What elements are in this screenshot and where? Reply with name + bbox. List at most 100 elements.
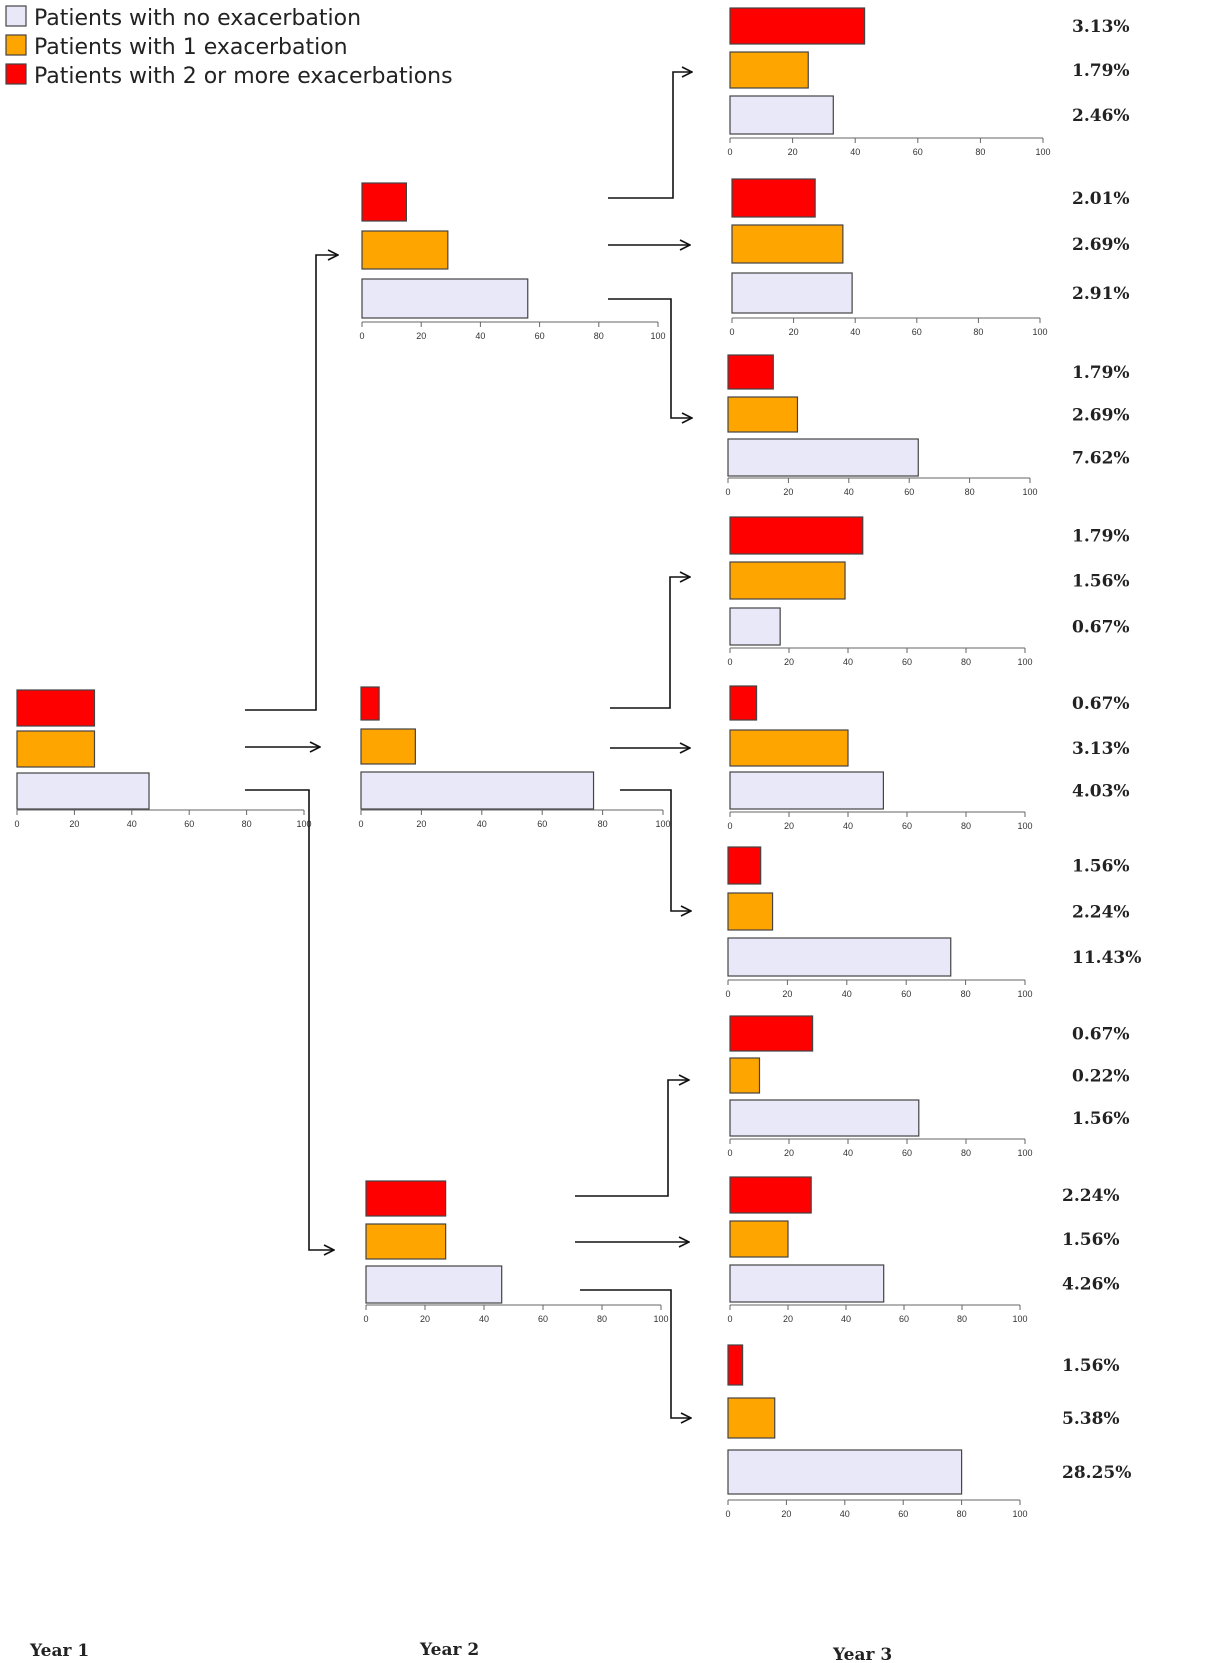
percent-label-one: 2.69% — [1072, 235, 1130, 255]
x-tick-label: 20 — [420, 1314, 430, 1324]
x-tick-label: 0 — [725, 1509, 730, 1519]
percent-label-none: 28.25% — [1062, 1463, 1131, 1483]
x-tick-label: 20 — [784, 657, 794, 667]
year3-panel-8: 2.24% 1.56% 4.26% 0 20 40 60 80 100 — [727, 1176, 1120, 1324]
percent-label-two: 1.56% — [1072, 857, 1130, 877]
x-tick-label: 60 — [538, 1314, 548, 1324]
x-tick-label: 80 — [961, 1148, 971, 1158]
x-tick-label: 20 — [416, 819, 426, 829]
x-tick-label: 60 — [537, 819, 547, 829]
percent-label-one: 2.24% — [1072, 903, 1130, 923]
x-tick-label: 100 — [1022, 487, 1037, 497]
bar-two — [729, 516, 864, 555]
x-tick-label: 40 — [844, 487, 854, 497]
bar-none — [729, 1264, 885, 1303]
bar-none — [731, 272, 853, 314]
year1-panel: 0 20 40 60 80 100 — [14, 689, 312, 829]
year3-panel-6: 1.56% 2.24% 11.43% 0 20 40 60 80 100 — [725, 846, 1141, 999]
x-tick-label: 40 — [842, 989, 852, 999]
legend-swatch-one — [5, 34, 27, 56]
bar-none — [727, 937, 952, 977]
bar-one — [729, 561, 846, 600]
x-tick-label: 20 — [416, 331, 426, 341]
bar-none — [727, 1449, 963, 1495]
x-tick-label: 100 — [653, 1314, 668, 1324]
x-tick-label: 60 — [898, 1509, 908, 1519]
x-tick-label: 40 — [479, 1314, 489, 1324]
x-tick-label: 80 — [965, 487, 975, 497]
bar-none — [360, 771, 595, 810]
x-tick-label: 80 — [973, 327, 983, 337]
x-tick-label: 80 — [598, 819, 608, 829]
x-tick-label: 60 — [535, 331, 545, 341]
x-tick-label: 100 — [1032, 327, 1047, 337]
bar-none — [729, 95, 834, 135]
x-tick-label: 40 — [843, 821, 853, 831]
year3-panel-5: 0.67% 3.13% 4.03% 0 20 40 60 80 100 — [727, 685, 1130, 831]
x-tick-label: 20 — [781, 1509, 791, 1519]
x-tick-label: 100 — [655, 819, 670, 829]
bar-one — [16, 730, 96, 768]
bar-one — [727, 1397, 776, 1439]
legend: Patients with no exacerbation Patients w… — [5, 5, 453, 89]
x-tick-label: 0 — [727, 147, 732, 157]
x-tick-label: 20 — [789, 327, 799, 337]
x-tick-label: 0 — [727, 821, 732, 831]
x-tick-label: 80 — [961, 989, 971, 999]
x-tick-label: 60 — [902, 821, 912, 831]
percent-label-none: 2.91% — [1072, 284, 1130, 304]
year3-panel-1: 3.13% 1.79% 2.46% 0 20 40 60 80 100 — [727, 7, 1130, 157]
bar-none — [727, 438, 919, 477]
x-tick-label: 20 — [784, 821, 794, 831]
x-tick-label: 40 — [850, 327, 860, 337]
x-tick-label: 60 — [184, 819, 194, 829]
legend-label-one: Patients with 1 exacerbation — [34, 35, 348, 60]
x-tick-label: 100 — [1012, 1509, 1027, 1519]
x-tick-label: 0 — [359, 331, 364, 341]
bar-one — [729, 1057, 761, 1094]
x-tick-label: 60 — [913, 147, 923, 157]
legend-label-none: Patients with no exacerbation — [34, 6, 361, 31]
tree-connectors — [245, 72, 692, 1418]
bar-two — [360, 686, 380, 721]
x-tick-label: 0 — [725, 989, 730, 999]
percent-label-none: 1.56% — [1072, 1109, 1130, 1129]
bar-two — [727, 354, 774, 390]
percent-label-one: 2.69% — [1072, 406, 1130, 426]
percent-label-one: 0.22% — [1072, 1067, 1130, 1087]
x-tick-label: 40 — [840, 1509, 850, 1519]
x-tick-label: 20 — [69, 819, 79, 829]
bar-one — [360, 728, 416, 765]
connector-arrow-9 — [620, 789, 691, 911]
x-tick-label: 80 — [975, 147, 985, 157]
percent-label-none: 7.62% — [1072, 449, 1130, 469]
bar-one — [731, 224, 844, 264]
x-tick-label: 40 — [477, 819, 487, 829]
percent-label-none: 0.67% — [1072, 618, 1130, 638]
x-tick-label: 40 — [843, 1148, 853, 1158]
percent-label-two: 1.56% — [1062, 1356, 1120, 1376]
x-tick-label: 60 — [901, 989, 911, 999]
bar-two — [727, 1344, 744, 1386]
bar-one — [365, 1223, 447, 1260]
x-tick-label: 80 — [961, 657, 971, 667]
bar-two — [727, 846, 762, 885]
bar-one — [729, 729, 849, 767]
connector-arrow-3 — [245, 789, 334, 1250]
connector-arrow-1 — [245, 255, 338, 711]
connector-arrow-7 — [610, 577, 690, 709]
x-tick-label: 80 — [594, 331, 604, 341]
bar-two — [729, 685, 758, 721]
x-tick-label: 20 — [788, 147, 798, 157]
percent-label-one: 5.38% — [1062, 1409, 1120, 1429]
year3-panel-7: 0.67% 0.22% 1.56% 0 20 40 60 80 100 — [727, 1015, 1130, 1158]
bar-two — [365, 1180, 447, 1217]
connector-arrow-12 — [580, 1289, 691, 1418]
x-tick-label: 100 — [1017, 657, 1032, 667]
x-tick-label: 40 — [843, 657, 853, 667]
year3-panel-3: 1.79% 2.69% 7.62% 0 20 40 60 80 100 — [725, 354, 1130, 497]
x-tick-label: 0 — [14, 819, 19, 829]
percent-label-two: 1.79% — [1072, 527, 1130, 547]
x-tick-label: 100 — [1017, 989, 1032, 999]
x-tick-label: 20 — [782, 989, 792, 999]
